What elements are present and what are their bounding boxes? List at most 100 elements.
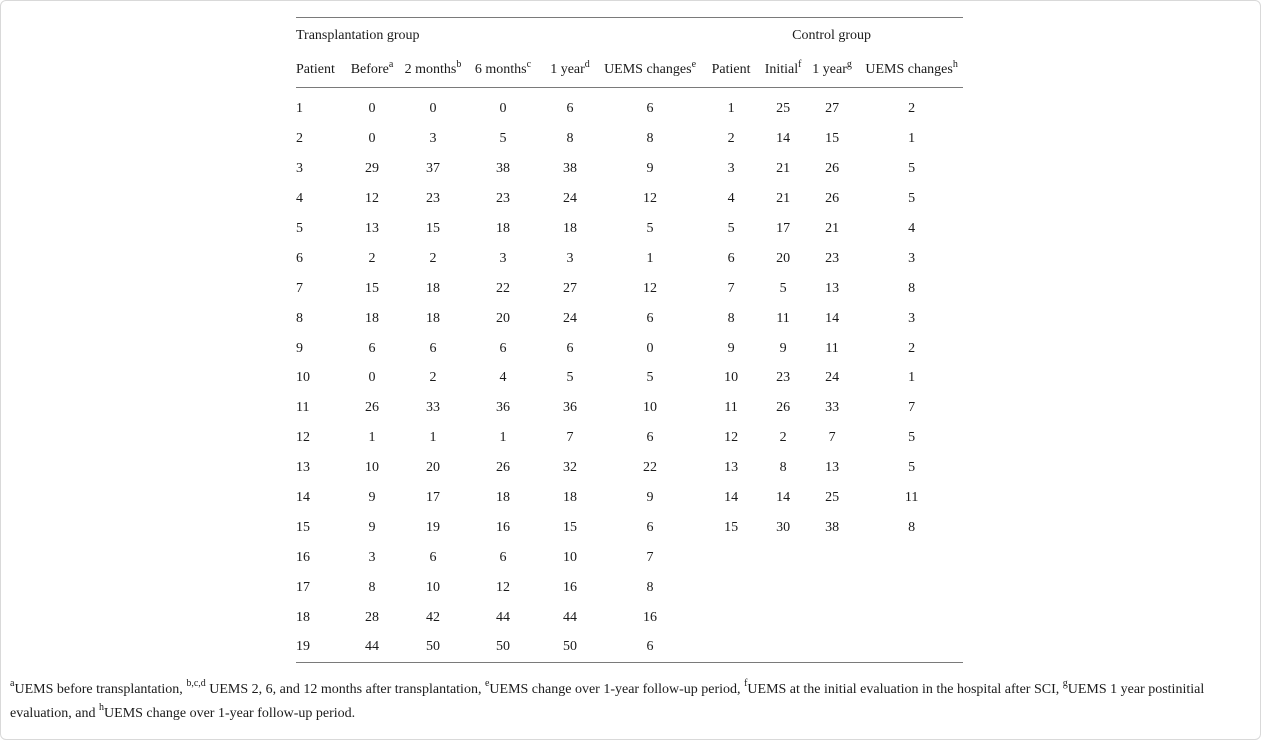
group-header-control: Control group — [792, 27, 872, 43]
table-cell: 1 — [296, 101, 303, 117]
table-cell: 44 — [496, 609, 510, 625]
table-row: 15 9 19 16 15 6 15 30 38 8 — [296, 513, 963, 543]
table-cell: 6 — [429, 549, 437, 565]
table-cell: 1 — [429, 430, 437, 446]
table-cell: 11 — [904, 490, 919, 506]
table-cell: 2 — [727, 131, 735, 147]
table-cell: 6 — [566, 101, 574, 117]
table-row: 3 29 37 38 38 9 3 21 26 5 — [296, 154, 963, 184]
table-cell: 18 — [296, 609, 310, 625]
column-header: 2 monthsb — [400, 53, 466, 88]
table-row: 9 6 6 6 6 0 9 9 11 2 — [296, 334, 963, 364]
table-cell: 0 — [368, 131, 376, 147]
table-cell: 8 — [646, 131, 654, 147]
table-cell: 4 — [727, 191, 735, 207]
table-cell: 3 — [566, 250, 574, 266]
table-cell: 44 — [365, 639, 379, 655]
table-row: 16 3 6 6 10 7 — [296, 543, 963, 573]
table-cell: 15 — [825, 131, 840, 147]
table-cell: 0 — [368, 101, 376, 117]
table-cell: 28 — [365, 609, 379, 625]
table-cell: 8 — [296, 310, 303, 326]
table-cell — [860, 543, 963, 573]
table-cell: 26 — [825, 161, 840, 177]
table-cell — [762, 633, 804, 663]
table-cell: 8 — [908, 519, 916, 535]
table-row: 13 10 20 26 32 22 13 8 13 5 — [296, 453, 963, 483]
table-cell: 2 — [296, 131, 303, 147]
table-cell: 36 — [496, 400, 510, 416]
table-cell: 14 — [724, 490, 739, 506]
table-cell: 6 — [646, 310, 654, 326]
table-cell: 14 — [776, 490, 791, 506]
table-cell: 7 — [727, 280, 735, 296]
table-cell: 27 — [563, 280, 577, 296]
table-cell: 19 — [296, 639, 310, 655]
table-cell: 8 — [646, 579, 654, 595]
table-cell: 9 — [368, 519, 376, 535]
table-cell: 1 — [368, 430, 376, 446]
table-cell: 37 — [426, 161, 440, 177]
table-cell — [860, 633, 963, 663]
column-header: Patient — [700, 53, 763, 88]
table-footnote: aUEMS before transplantation, b,c,d UEMS… — [10, 678, 1205, 721]
table-cell: 8 — [566, 131, 574, 147]
column-header-row: Patient Beforea 2 monthsb 6 monthsc 1 yeard U… — [296, 53, 964, 88]
table-cell: 10 — [296, 370, 310, 386]
table-cell: 50 — [563, 639, 577, 655]
column-header: Beforea — [344, 53, 400, 88]
footnote-superscript: h — [99, 702, 105, 714]
table-cell: 12 — [296, 430, 310, 446]
table-cell: 20 — [776, 250, 791, 266]
table-row: 4 12 23 23 24 12 4 21 26 5 — [296, 184, 963, 214]
table-row: 19 44 50 50 50 6 — [296, 633, 963, 663]
table-cell: 0 — [368, 370, 376, 386]
table-cell: 9 — [646, 490, 654, 506]
table-cell: 17 — [296, 579, 310, 595]
table-cell: 3 — [908, 310, 916, 326]
table-cell: 24 — [563, 310, 577, 326]
table-cell: 9 — [646, 161, 654, 177]
table-cell: 17 — [776, 221, 791, 236]
table-cell: 24 — [825, 370, 840, 386]
table-cell: 18 — [563, 490, 577, 506]
table-cell: 12 — [365, 191, 379, 207]
table-cell: 6 — [368, 340, 376, 356]
table-cell: 17 — [426, 490, 440, 506]
table-cell: 10 — [365, 460, 379, 476]
column-header-superscript: g — [846, 58, 852, 70]
table-cell: 15 — [296, 519, 310, 535]
table-row: 10 0 2 4 5 5 10 23 24 1 — [296, 364, 963, 394]
table-cell — [762, 573, 804, 603]
table-cell: 8 — [779, 460, 787, 476]
table-cell: 16 — [563, 579, 577, 595]
footnote-superscript: g — [1062, 678, 1068, 690]
column-header-superscript: b — [456, 58, 462, 70]
table-cell: 5 — [646, 221, 654, 236]
table-row: 8 18 18 20 24 6 8 11 14 3 — [296, 304, 963, 334]
table-cell: 1 — [646, 250, 654, 266]
table-row: 7 15 18 22 27 12 7 5 13 8 — [296, 274, 963, 304]
table-cell — [700, 603, 762, 633]
table-cell: 7 — [828, 430, 836, 446]
table-cell: 30 — [776, 519, 791, 535]
table-cell: 11 — [825, 340, 839, 356]
table-cell: 33 — [825, 400, 840, 416]
table-cell: 20 — [496, 310, 510, 326]
table-cell: 18 — [496, 490, 510, 506]
table-cell — [804, 603, 860, 633]
table-cell: 42 — [426, 609, 440, 625]
table-cell: 25 — [776, 101, 791, 117]
table-cell: 4 — [296, 191, 303, 207]
table-cell: 12 — [643, 191, 658, 207]
table-row: 2 0 3 5 8 8 2 14 15 1 — [296, 124, 963, 154]
table-cell: 14 — [296, 490, 310, 506]
table-cell: 15 — [563, 519, 577, 535]
table-cell: 6 — [646, 101, 654, 117]
table-cell: 16 — [296, 549, 310, 565]
column-header: UEMS changesh — [860, 53, 964, 88]
table-row: 1 0 0 0 6 6 1 25 27 2 — [296, 95, 963, 125]
table-cell: 11 — [296, 400, 310, 416]
table-cell: 2 — [368, 250, 376, 266]
column-header: 1 yeard — [540, 53, 600, 88]
